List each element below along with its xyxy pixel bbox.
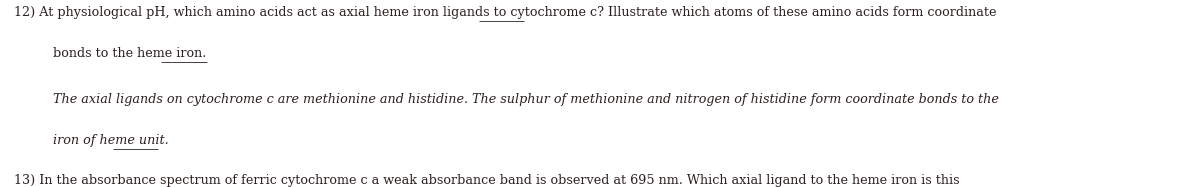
Text: 13) In the absorbance spectrum of ferric cytochrome c a weak absorbance band is : 13) In the absorbance spectrum of ferric… (14, 174, 960, 187)
Text: iron of heme unit.: iron of heme unit. (53, 134, 168, 147)
Text: 12) At physiological pH, which amino acids act as axial heme iron ligands to cyt: 12) At physiological pH, which amino aci… (14, 6, 997, 19)
Text: The axial ligands on cytochrome c are methionine and histidine. The sulphur of m: The axial ligands on cytochrome c are me… (53, 94, 998, 107)
Text: bonds to the heme iron.: bonds to the heme iron. (53, 47, 206, 60)
